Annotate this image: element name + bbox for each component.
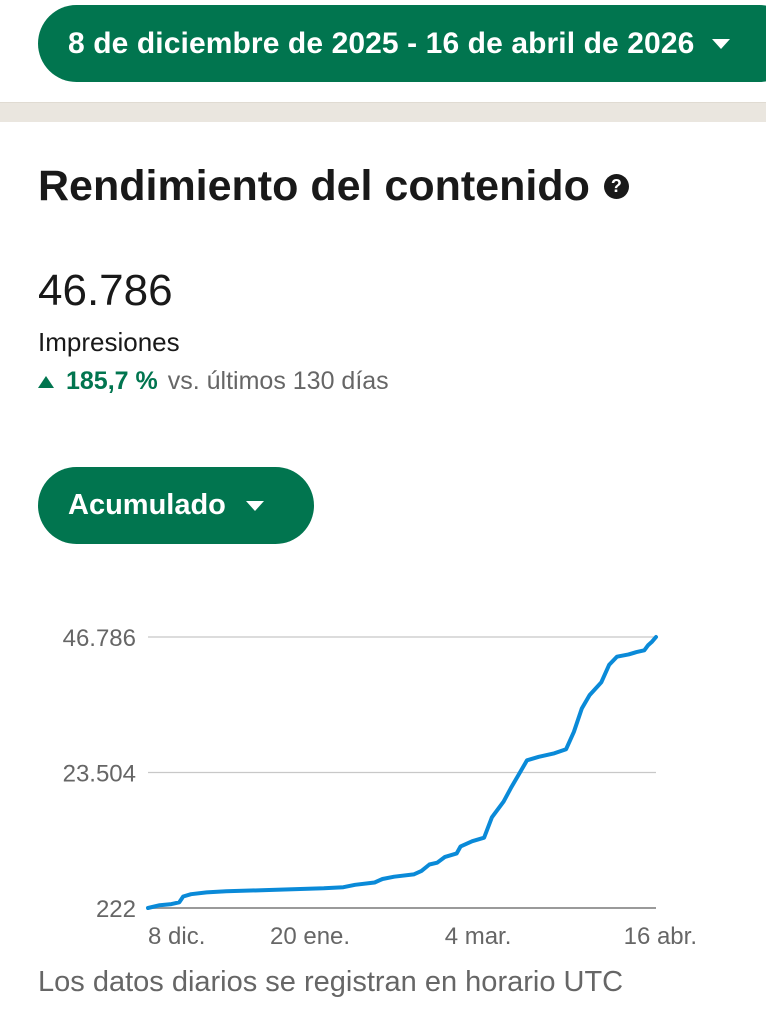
change-indicator: 185,7 % vs. últimos 130 días — [38, 367, 389, 396]
y-tick-label: 46.786 — [63, 625, 136, 652]
y-tick-label: 222 — [96, 896, 136, 923]
x-tick-label: 4 mar. — [445, 923, 512, 950]
x-tick-label: 8 dic. — [148, 923, 205, 950]
trend-up-icon — [38, 375, 54, 388]
impressions-label: Impresiones — [38, 327, 180, 357]
section-header: Rendimiento del contenido ? — [38, 162, 629, 211]
impressions-value: 46.786 — [38, 266, 173, 315]
change-comparison-text: vs. últimos 130 días — [167, 367, 389, 395]
impressions-chart: 222 23.504 46.786 8 dic. 20 ene. 4 mar. 16 ab… — [63, 625, 697, 950]
x-tick-label: 16 abr. — [624, 923, 697, 950]
y-axis-ticks: 222 23.504 46.786 — [63, 625, 136, 923]
x-tick-label: 20 ene. — [270, 923, 350, 950]
chart-series-line — [146, 635, 658, 910]
chart-grid — [148, 636, 656, 909]
change-value: 185,7 % — [66, 367, 158, 395]
x-axis-ticks: 8 dic. 20 ene. 4 mar. 16 abr. — [148, 923, 697, 950]
footnote: Los datos diarios se registran en horari… — [38, 966, 624, 998]
date-range-label: 8 de diciembre de 2025 - 16 de abril de … — [68, 26, 695, 60]
cumulative-dropdown[interactable]: Acumulado — [38, 467, 314, 544]
section-title: Rendimiento del contenido — [38, 162, 590, 210]
y-tick-label: 23.504 — [63, 761, 136, 788]
chevron-down-icon — [245, 500, 264, 511]
top-strip: 8 de diciembre de 2025 - 16 de abril de … — [0, 0, 766, 102]
cumulative-dropdown-label: Acumulado — [68, 489, 226, 521]
date-range-dropdown[interactable]: 8 de diciembre de 2025 - 16 de abril de … — [38, 5, 766, 82]
help-icon[interactable]: ? — [603, 174, 629, 199]
chevron-down-icon — [712, 38, 731, 49]
section-divider — [0, 102, 766, 122]
